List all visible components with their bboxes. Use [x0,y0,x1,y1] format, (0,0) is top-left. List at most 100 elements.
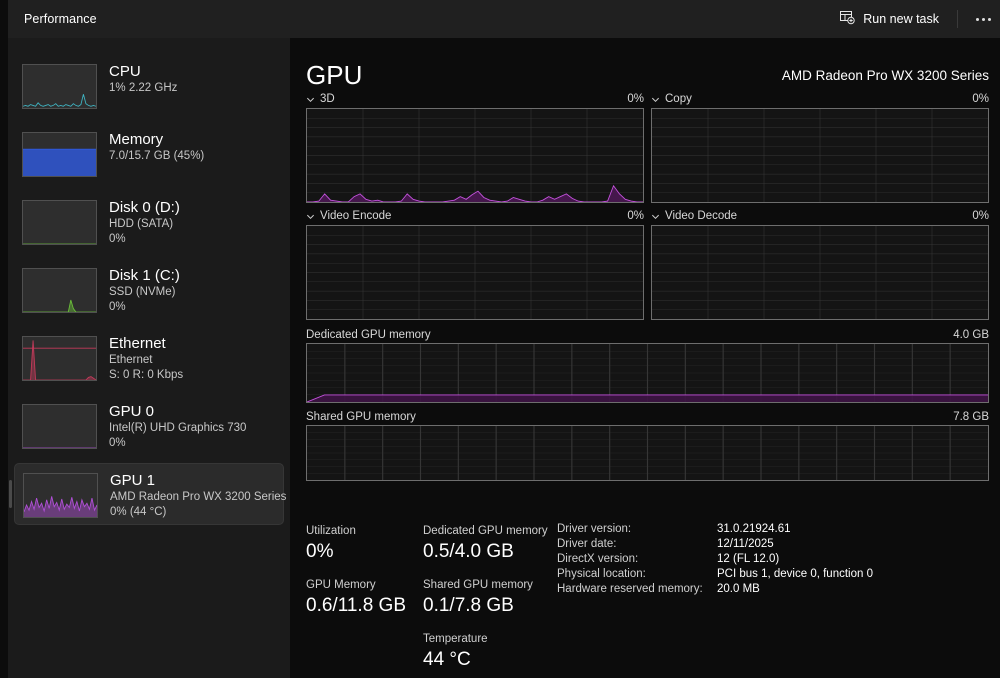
sidebar: CPU 1% 2.22 GHz Memory 7.0/15.7 GB (45%) Dis… [8,38,290,678]
sidebar-text-cpu: CPU 1% 2.22 GHz [109,58,177,96]
info-label: Driver date: [557,538,617,550]
sidebar-item-cpu[interactable]: CPU 1% 2.22 GHz [14,55,284,117]
sidebar-item-disk-0[interactable]: Disk 0 (D:) HDD (SATA) 0% [14,191,284,253]
shared-memory-header: Shared GPU memory 7.8 GB [306,408,989,425]
sidebar-text-ethernet: Ethernet Ethernet S: 0 R: 0 Kbps [109,330,183,383]
driver-info-grid: Driver version: 31.0.21924.61 Driver date:… [557,523,873,595]
sidebar-item-sub2: S: 0 R: 0 Kbps [109,369,184,381]
3d-engine-graph [306,108,644,203]
chevron-down-icon [306,95,315,104]
sidebar-item-title: Disk 1 (C:) [109,267,180,284]
sidebar-thumbnail-cpu [22,64,97,109]
info-value: 12 (FL 12.0) [717,553,780,565]
sidebar-item-sub1: AMD Radeon Pro WX 3200 Series [110,491,287,503]
info-label: Driver version: [557,523,632,535]
engine-value-video-encode: 0% [627,210,644,222]
sidebar-item-title: Disk 0 (D:) [109,199,180,216]
sidebar-item-sub2: 0% [109,301,126,313]
info-value: PCI bus 1, device 0, function 0 [717,568,873,580]
engine-cell-3d: 3D 0% [306,90,644,203]
info-label: Physical location: [557,568,646,580]
chevron-down-icon [651,212,660,221]
sidebar-item-sub1: 1% 2.22 GHz [109,82,178,94]
sidebar-item-title: CPU [109,63,141,80]
new-window-plus-icon [839,9,855,30]
stats-column-memory: Dedicated GPU memory 0.5/4.0 GB Shared GPU… [423,523,557,673]
info-label: DirectX version: [557,553,639,565]
chevron-down-icon [651,95,660,104]
stat-label: GPU Memory [306,579,376,591]
dedicated-memory-max: 4.0 GB [953,328,989,341]
stat-value: 0.1/7.8 GB [423,595,514,616]
sidebar-item-memory[interactable]: Memory 7.0/15.7 GB (45%) [14,123,284,185]
sidebar-thumbnail-disk-0 [22,200,97,245]
more-options-button[interactable] [966,5,1000,33]
sidebar-item-sub1: Intel(R) UHD Graphics 730 [109,422,247,434]
sidebar-text-disk-1: Disk 1 (C:) SSD (NVMe) 0% [109,262,180,315]
info-value: 12/11/2025 [717,538,774,550]
sidebar-item-disk-1[interactable]: Disk 1 (C:) SSD (NVMe) 0% [14,259,284,321]
sidebar-item-title: GPU 0 [109,403,155,420]
main-title: GPU [306,60,363,90]
engine-header-3d[interactable]: 3D 0% [306,90,644,108]
stat-label: Temperature [423,633,488,645]
sidebar-item-ethernet[interactable]: Ethernet Ethernet S: 0 R: 0 Kbps [14,327,284,389]
sidebar-item-sub2: 0% [109,437,126,449]
engine-label-3d: 3D [320,93,335,105]
gpu-model-label: AMD Radeon Pro WX 3200 Series [781,68,989,83]
sidebar-item-gpu-1[interactable]: GPU 1 AMD Radeon Pro WX 3200 Series 0% (44… [9,463,287,525]
graph-area: 3D 0% Copy 0% [290,90,1000,481]
sidebar-text-gpu-0: GPU 0 Intel(R) UHD Graphics 730 0% [109,398,246,451]
toolbar-separator [957,10,958,28]
sidebar-text-gpu-1: GPU 1 AMD Radeon Pro WX 3200 Series 0% (44… [110,467,287,520]
info-value: 20.0 MB [717,583,760,595]
stat-value: 44 °C [423,649,471,670]
sidebar-thumbnail-gpu-1 [23,473,98,518]
info-value: 31.0.21924.61 [717,523,791,535]
sidebar-item-sub2: 0% (44 °C) [110,506,167,518]
video-decode-graph [651,225,989,320]
dedicated-memory-label: Dedicated GPU memory [306,328,431,341]
sidebar-item-sub1: HDD (SATA) [109,218,174,230]
engine-header-video-decode[interactable]: Video Decode 0% [651,207,989,225]
shared-memory-section: Shared GPU memory 7.8 GB [306,408,989,481]
chevron-down-icon [306,212,315,221]
title-bar-actions: Run new task [829,0,1000,38]
sidebar-thumbnail-ethernet [22,336,97,381]
engine-header-video-encode[interactable]: Video Encode 0% [306,207,644,225]
sidebar-text-disk-0: Disk 0 (D:) HDD (SATA) 0% [109,194,180,247]
stat-value: 0.5/4.0 GB [423,541,514,562]
sidebar-item-title: GPU 1 [110,472,156,489]
sidebar-item-sub1: SSD (NVMe) [109,286,176,298]
info-label: Hardware reserved memory: [557,583,703,595]
engine-cell-copy: Copy 0% [651,90,989,203]
engine-label-copy: Copy [665,93,692,105]
sidebar-item-title: Ethernet [109,335,166,352]
stat-label: Shared GPU memory [423,579,533,591]
shared-gpu-memory-graph [306,425,989,481]
sidebar-thumbnail-disk-1 [22,268,97,313]
sidebar-item-gpu-0[interactable]: GPU 0 Intel(R) UHD Graphics 730 0% [14,395,284,457]
main-pane: GPU AMD Radeon Pro WX 3200 Series 3D 0% [290,38,1000,678]
more-options-icon [975,17,991,21]
engine-value-copy: 0% [972,93,989,105]
run-new-task-button[interactable]: Run new task [829,5,949,33]
main-header: GPU AMD Radeon Pro WX 3200 Series [290,38,1000,90]
sidebar-item-sub2: 0% [109,233,126,245]
stat-value: 0% [306,541,334,562]
shared-memory-label: Shared GPU memory [306,410,416,423]
sidebar-item-sub1: 7.0/15.7 GB (45%) [109,150,205,162]
engine-label-video-encode: Video Encode [320,210,392,222]
dedicated-memory-section: Dedicated GPU memory 4.0 GB [306,326,989,403]
dedicated-memory-header: Dedicated GPU memory 4.0 GB [306,326,989,343]
engine-row-2: Video Encode 0% Video Decode 0% [306,207,989,320]
stats-panel: Utilization 0% GPU Memory 0.6/11.8 GB Dedic… [306,523,996,673]
engine-cell-video-decode: Video Decode 0% [651,207,989,320]
sidebar-item-sub1: Ethernet [109,354,153,366]
sidebar-thumbnail-memory [22,132,97,177]
stats-column-utilization: Utilization 0% GPU Memory 0.6/11.8 GB [306,523,423,673]
dedicated-gpu-memory-graph [306,343,989,403]
sidebar-text-memory: Memory 7.0/15.7 GB (45%) [109,126,204,164]
engine-header-copy[interactable]: Copy 0% [651,90,989,108]
